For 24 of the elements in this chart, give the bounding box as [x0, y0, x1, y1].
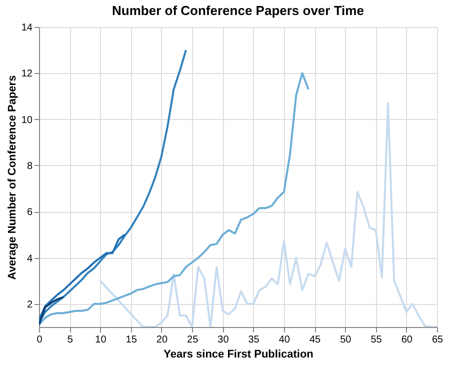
x-axis-title: Years since First Publication [164, 348, 314, 360]
x-tick-label: 40 [278, 334, 290, 346]
x-tick-label: 55 [370, 334, 382, 346]
x-tick-label: 20 [156, 334, 168, 346]
y-tick-label: 14 [21, 22, 33, 34]
x-tick-label: 30 [218, 334, 230, 346]
x-tick-label: 25 [187, 334, 199, 346]
y-axis-title: Average Number of Conference Papers [6, 75, 18, 280]
x-tick-label: 65 [432, 334, 444, 346]
y-tick-label: 10 [21, 114, 33, 126]
y-tick-label: 4 [26, 253, 33, 264]
x-tick-label: 50 [340, 334, 352, 346]
x-tick-label: 15 [126, 334, 138, 346]
y-tick-label: 8 [26, 160, 33, 172]
x-tick-label: 0 [36, 334, 43, 346]
x-tick-label: 60 [401, 334, 413, 346]
y-tick-label: 6 [26, 207, 33, 218]
x-tick-label: 5 [67, 334, 74, 346]
x-tick-label: 45 [309, 334, 322, 346]
y-tick-label: 12 [21, 68, 33, 80]
y-tick-label: 2 [26, 299, 33, 310]
x-tick-label: 10 [95, 334, 107, 346]
x-tick-label: 35 [248, 334, 260, 346]
chart-title: Number of Conference Papers over Time [112, 3, 364, 18]
